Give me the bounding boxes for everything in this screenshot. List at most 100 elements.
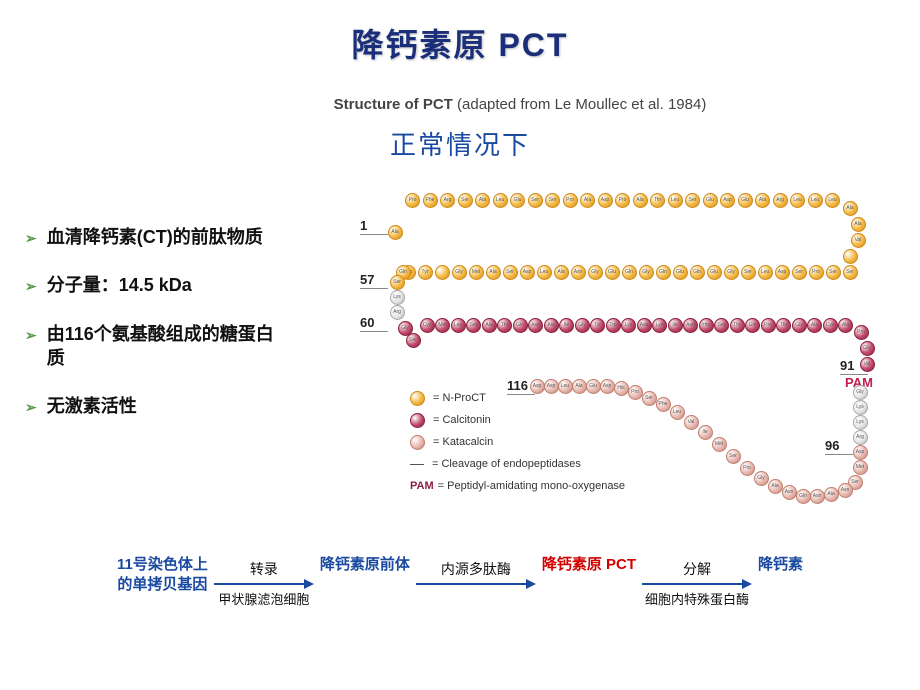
amino-acid-bead: Ala <box>554 265 569 280</box>
amino-acid-bead: Pro <box>563 193 578 208</box>
amino-acid-bead: Asp <box>637 318 652 333</box>
flow-node-line: 降钙素原 PCT <box>542 555 636 575</box>
amino-acid-bead: Ser <box>685 193 700 208</box>
triangle-bullet-icon: ➢ <box>25 326 37 345</box>
amino-acid-bead: Tyr <box>590 318 605 333</box>
amino-acid-bead: Ser <box>826 265 841 280</box>
amino-acid-bead: Lys <box>652 318 667 333</box>
flow-node: 降钙素原 PCT <box>542 555 636 575</box>
amino-acid-bead: Asp <box>720 193 735 208</box>
triangle-bullet-icon: ➢ <box>25 398 37 417</box>
amino-acid-bead: Ala <box>388 225 403 240</box>
amino-acid-bead: Ala <box>838 318 853 333</box>
amino-acid-bead: Trp <box>606 318 621 333</box>
amino-acid-bead: Leu <box>670 405 685 420</box>
amino-acid-bead: Asp <box>853 445 868 460</box>
amino-acid-bead: Thr <box>650 193 665 208</box>
amino-acid-bead: Arg <box>390 305 405 320</box>
amino-acid-bead: Phe <box>423 193 438 208</box>
legend-row: = Calcitonin <box>410 412 625 428</box>
amino-acid-bead: Leu <box>825 193 840 208</box>
amino-acid-bead: Ser <box>390 275 405 290</box>
amino-acid-bead: Ala <box>572 379 587 394</box>
amino-acid-bead: Gln <box>796 489 811 504</box>
legend-row: = Katacalcin <box>410 434 625 450</box>
flow-node-line: 11号染色体上 <box>117 555 208 575</box>
amino-acid-bead: Met <box>469 265 484 280</box>
amino-acid-bead: Leu <box>558 379 573 394</box>
amino-acid-bead: Pro <box>854 325 869 340</box>
amino-acid-bead: Ala <box>633 193 648 208</box>
amino-acid-bead: Ala <box>807 318 822 333</box>
arrow-head-icon <box>742 579 752 589</box>
bullet-text: 由116个氨基酸组成的糖蛋白质 <box>47 322 275 371</box>
bullet-text: 无激素活性 <box>47 394 137 418</box>
amino-acid-bead: Leu <box>668 193 683 208</box>
amino-acid-bead: Lys <box>390 290 405 305</box>
legend-swatch-icon <box>410 413 425 428</box>
amino-acid-bead: Met <box>435 318 450 333</box>
flow-arrow-top-label: 分解 <box>683 559 711 579</box>
amino-acid-bead: Leu <box>808 193 823 208</box>
diagram-legend: = N-ProCT= Calcitonin= Katacalcin= Cleav… <box>410 390 625 500</box>
flow-arrow: 内源多肽酶 <box>416 555 536 589</box>
pct-structure-diagram: = N-ProCT= Calcitonin= Katacalcin= Cleav… <box>355 180 895 530</box>
flow-arrow-top-label: 转录 <box>250 559 278 579</box>
amino-acid-bead: Met <box>712 437 727 452</box>
amino-acid-bead: Gly <box>452 265 467 280</box>
amino-acid-bead: His <box>699 318 714 333</box>
amino-acid-bead: Ser <box>458 193 473 208</box>
amino-acid-bead: Gly <box>853 385 868 400</box>
footer-caption: 正常情况下 <box>0 125 920 162</box>
flow-node-line: 的单拷贝基因 <box>117 575 207 595</box>
amino-acid-bead: Asp <box>775 265 790 280</box>
amino-acid-bead: Asn <box>683 318 698 333</box>
amino-acid-bead: Ile <box>559 318 574 333</box>
amino-acid-bead: Ala <box>755 193 770 208</box>
amino-acid-bead: Thr <box>730 318 745 333</box>
amino-acid-bead: Gln <box>622 265 637 280</box>
amino-acid-bead: Gly <box>792 318 807 333</box>
amino-acid-bead: Ser <box>642 391 657 406</box>
legend-label: = Calcitonin <box>433 414 491 426</box>
amino-acid-bead: Glu <box>605 265 620 280</box>
amino-acid-bead: Asn <box>810 489 825 504</box>
amino-acid-bead: Glu <box>673 265 688 280</box>
arrow-head-icon <box>526 579 536 589</box>
process-flow: 11号染色体上的单拷贝基因转录甲状腺滤泡细胞降钙素原前体内源多肽酶降钙素原 PC… <box>0 555 920 608</box>
legend-row: PAM = Peptidyl-amidating mono-oxygenase <box>410 478 625 494</box>
amino-acid-bead: Gln <box>690 265 705 280</box>
amino-acid-bead: Gln <box>745 318 760 333</box>
bullet-item: ➢ 由116个氨基酸组成的糖蛋白质 <box>25 322 275 371</box>
flow-arrow-bottom-label: 细胞内特殊蛋白酶 <box>645 589 749 608</box>
flow-node: 降钙素原前体 <box>320 555 410 575</box>
amino-acid-bead: Phe <box>656 397 671 412</box>
amino-acid-bead: Ile <box>668 318 683 333</box>
amino-acid-bead: Thr <box>776 318 791 333</box>
segment-marker: 1 <box>360 218 367 233</box>
amino-acid-bead: Gly <box>860 341 875 356</box>
segment-marker: 60 <box>360 315 374 330</box>
triangle-bullet-icon: ➢ <box>25 277 37 296</box>
amino-acid-bead: Gln <box>513 318 528 333</box>
flow-node: 11号染色体上的单拷贝基因 <box>117 555 208 596</box>
arrow-head-icon <box>304 579 314 589</box>
amino-acid-bead: Ala <box>580 193 595 208</box>
amino-acid-bead: Gly <box>754 471 769 486</box>
amino-acid-bead: Ser <box>503 265 518 280</box>
amino-acid-bead: Ala <box>843 201 858 216</box>
amino-acid-bead: Ser <box>843 265 858 280</box>
amino-acid-bead: Gly <box>575 318 590 333</box>
legend-label: = Cleavage of endopeptidases <box>432 458 581 470</box>
flow-arrow-top-label: 内源多肽酶 <box>441 559 511 579</box>
amino-acid-bead: Asn <box>782 485 797 500</box>
bullet-text: 血清降钙素(CT)的前肽物质 <box>47 225 263 249</box>
legend-swatch-icon <box>410 391 425 406</box>
segment-marker: 91 <box>840 358 854 373</box>
amino-acid-bead: Ser <box>792 265 807 280</box>
amino-acid-bead: Ala <box>475 193 490 208</box>
amino-acid-bead: Asp <box>520 265 535 280</box>
amino-acid-bead: Thr <box>497 318 512 333</box>
amino-acid-bead <box>843 249 858 264</box>
amino-acid-bead: Glu <box>586 379 601 394</box>
